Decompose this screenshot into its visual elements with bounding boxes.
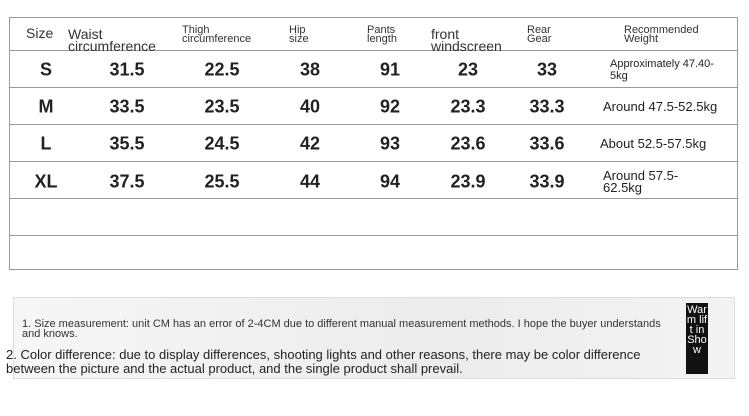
table-cell: 42	[299, 133, 321, 154]
row-line	[10, 87, 737, 88]
column-header: Pants length	[367, 24, 397, 45]
weight-cell: Approximately 47.40-5kg	[610, 58, 714, 82]
weight-cell: About 52.5-57.5kg	[600, 136, 707, 151]
table-cell: 35.5	[109, 133, 145, 154]
row-line	[10, 235, 737, 236]
size-table	[9, 17, 738, 270]
row-line	[10, 161, 737, 162]
table-cell: 44	[299, 171, 321, 192]
note: 1. Size measurement: unit CM has an erro…	[22, 318, 661, 340]
table-cell: 92	[379, 96, 401, 117]
table-cell: 25.5	[204, 171, 240, 192]
table-cell: 23.5	[204, 96, 240, 117]
table-cell: 33.3	[529, 96, 565, 117]
table-cell: S	[39, 59, 53, 80]
table-cell: 23.3	[450, 96, 486, 117]
row-line	[10, 198, 737, 199]
table-cell: 38	[299, 59, 321, 80]
table-cell: 93	[379, 133, 401, 154]
table-cell: 33	[536, 59, 558, 80]
badge: Warm lift in Show	[686, 303, 708, 374]
table-cell: 22.5	[204, 59, 240, 80]
weight-cell: Around 57.5-62.5kg	[603, 168, 679, 195]
column-header: Size	[26, 25, 54, 41]
table-cell: 91	[379, 59, 401, 80]
row-line	[10, 50, 737, 51]
column-header: Recommended Weight	[624, 24, 699, 45]
column-header: front windscreen	[431, 26, 502, 54]
table-cell: M	[38, 96, 54, 117]
table-cell: 24.5	[204, 133, 240, 154]
column-header: Waist circumference	[68, 26, 156, 54]
note: 2. Color difference: due to display diff…	[6, 347, 641, 376]
table-cell: 40	[299, 96, 321, 117]
table-cell: 33.5	[109, 96, 145, 117]
table-cell: 94	[379, 171, 401, 192]
column-header: Thigh circumference	[182, 24, 252, 45]
table-cell: L	[40, 133, 52, 154]
table-cell: 33.9	[529, 171, 565, 192]
row-line	[10, 124, 737, 125]
table-cell: 33.6	[529, 133, 565, 154]
column-header: Rear Gear	[527, 24, 552, 45]
table-cell: 37.5	[109, 171, 145, 192]
notes-box: 1. Size measurement: unit CM has an erro…	[6, 297, 735, 379]
column-header: Hip size	[289, 24, 309, 45]
table-cell: 31.5	[109, 59, 145, 80]
table-cell: XL	[34, 171, 58, 192]
table-cell: 23	[457, 59, 479, 80]
table-cell: 23.6	[450, 133, 486, 154]
weight-cell: Around 47.5-52.5kg	[603, 99, 718, 114]
table-cell: 23.9	[450, 171, 486, 192]
